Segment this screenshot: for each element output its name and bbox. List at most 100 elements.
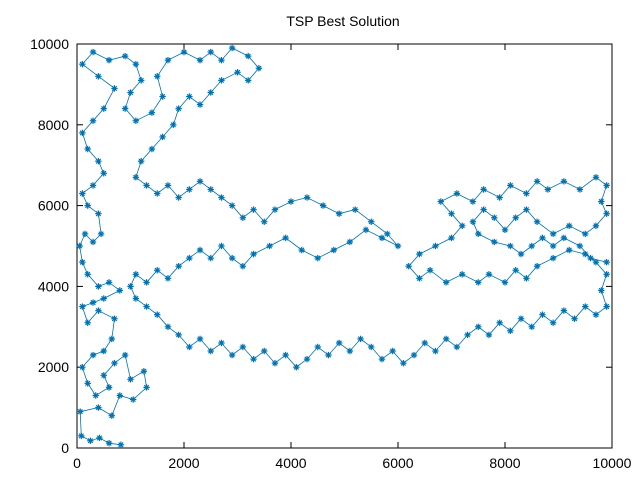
city-point [378,234,386,242]
city-point [175,263,182,270]
city-point [571,315,578,322]
city-point [111,315,118,322]
city-point [207,186,214,193]
city-point [95,307,102,314]
city-point [298,246,305,254]
city-point [533,178,541,185]
y-axis: 0 2000 4000 6000 8000 10000 [30,36,612,456]
city-point [154,311,161,318]
city-point [603,271,610,278]
city-point [314,254,321,262]
city-point [196,178,204,185]
city-point [140,368,148,375]
chart-title: TSP Best Solution [286,13,399,29]
city-point [132,174,140,181]
city-point [389,347,396,355]
y-tick-label: 10000 [30,36,69,52]
city-point [234,69,241,76]
city-point [603,258,610,266]
city-point [437,198,444,205]
city-point [603,210,610,217]
city-point [352,206,359,213]
city-point [100,372,107,379]
city-point [228,202,236,209]
city-point [95,157,102,165]
city-point [164,56,172,64]
city-point [501,226,509,234]
city-point [410,351,418,359]
city-point [164,275,172,282]
city-point [523,206,530,213]
city-point [170,121,177,128]
city-point [405,263,412,270]
city-point [464,331,471,339]
city-point [271,206,279,213]
city-point [228,351,236,359]
city-point [121,52,129,60]
city-point [598,287,605,294]
city-point [368,343,375,351]
city-point [539,311,546,318]
city-point [79,303,86,310]
city-point [250,355,257,363]
city-point [154,73,161,80]
city-point [384,230,391,238]
city-point [89,299,97,306]
city-point [81,230,89,238]
city-point [245,77,252,84]
city-point [459,271,466,278]
city-point [523,190,530,197]
city-point [87,437,94,444]
x-tick-label: 0 [73,455,81,471]
city-point [175,331,182,339]
city-point [89,238,97,246]
city-point [100,105,107,112]
city-point [143,279,150,286]
city-point [108,335,115,343]
city-point [560,178,568,185]
city-point [582,230,589,238]
city-point [566,222,573,229]
city-point [416,275,423,282]
city-point [592,311,600,318]
city-point [598,198,605,205]
city-point [239,263,247,270]
city-point [84,319,91,326]
city-point [303,194,311,201]
x-tick-label: 6000 [382,455,413,471]
city-point [79,129,86,137]
city-point [357,335,364,343]
city-point [79,364,86,371]
city-point [111,85,118,92]
x-tick-label: 8000 [489,455,520,471]
city-point [159,133,166,141]
city-point [362,226,370,234]
city-point [335,210,343,217]
city-point [475,279,482,286]
city-point [95,210,102,217]
city-point [116,392,123,399]
city-point [111,359,118,367]
city-point [560,234,568,242]
city-point [186,186,193,193]
city-point [335,339,343,347]
city-point [245,52,252,60]
city-point [368,218,375,225]
city-point [582,303,589,310]
city-point [266,242,273,250]
city-point [592,174,600,181]
city-point [549,254,557,262]
city-point [164,182,172,189]
city-point [523,275,530,282]
city-point [549,319,557,326]
city-point [469,198,477,205]
city-point [196,56,204,64]
city-point [442,279,450,286]
city-point [117,441,125,448]
city-point [325,351,332,359]
city-point [533,263,541,270]
city-point [582,250,589,258]
city-point [180,48,188,56]
city-point [501,279,509,286]
city-point [218,194,225,201]
